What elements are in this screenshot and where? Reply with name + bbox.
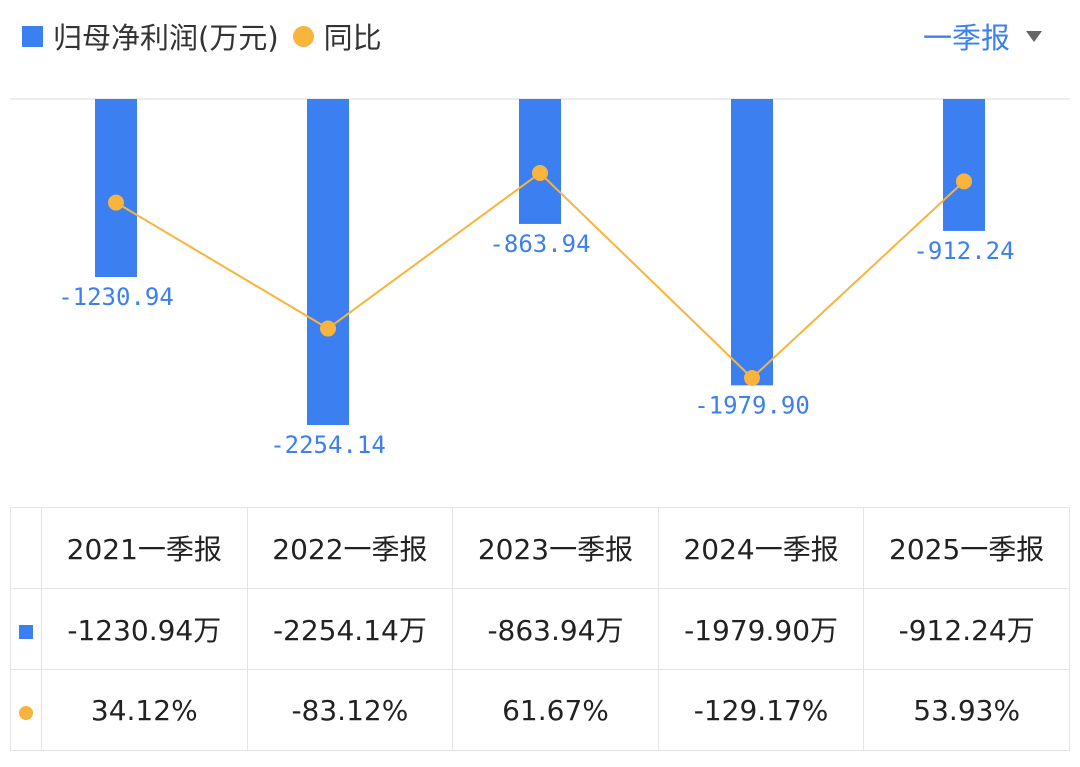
row-marker-cell <box>10 588 42 670</box>
table-header-cell: 2022一季报 <box>246 507 454 589</box>
bar-1 <box>307 99 349 425</box>
bar-value-label: -2254.14 <box>270 431 386 459</box>
bar-value-label: -1979.90 <box>694 391 810 419</box>
yoy-cell: 34.12% <box>41 669 248 751</box>
legend-bar-label: 归母净利润(万元) <box>53 21 279 55</box>
profit-cell: -2254.14万 <box>246 588 454 670</box>
chart-legend: 归母净利润(万元) 同比 <box>22 14 382 58</box>
blue-square-icon <box>22 25 43 47</box>
yoy-cell: -129.17% <box>657 669 865 751</box>
bar-value-label: -863.94 <box>489 230 590 258</box>
data-table: 2021一季报 2022一季报 2023一季报 2024一季报 2025一季报 … <box>10 507 1070 751</box>
profit-cell: -863.94万 <box>452 588 659 670</box>
yoy-point-4 <box>956 173 972 190</box>
bar-3 <box>731 99 773 386</box>
profit-cell: -912.24万 <box>863 588 1070 670</box>
bar-4 <box>943 99 985 231</box>
table-header-cell: 2021一季报 <box>41 507 248 589</box>
yoy-point-1 <box>320 320 336 337</box>
bar-2 <box>519 99 561 224</box>
period-selector[interactable]: 一季报 <box>923 14 1042 58</box>
table-row-profit: -1230.94万 -2254.14万 -863.94万 -1979.90万 -… <box>10 588 1070 670</box>
orange-dot-icon <box>292 25 314 47</box>
bar-value-label: -912.24 <box>913 237 1014 265</box>
legend-line-label: 同比 <box>323 21 382 55</box>
table-header-cell: 2025一季报 <box>863 507 1070 589</box>
table-row-yoy: 34.12% -83.12% 61.67% -129.17% 53.93% <box>10 669 1070 751</box>
table-corner-cell <box>10 507 42 589</box>
bar-0 <box>95 99 137 278</box>
profit-chart: -1230.94 -2254.14 -863.94 -1979.90 -912.24 <box>10 98 1070 459</box>
profit-cell: -1230.94万 <box>41 588 248 670</box>
profit-cell: -1979.90万 <box>657 588 865 670</box>
blue-square-icon <box>19 624 33 639</box>
table-header-cell: 2023一季报 <box>452 507 659 589</box>
yoy-cell: -83.12% <box>246 669 454 751</box>
period-selector-label: 一季报 <box>922 21 1010 55</box>
orange-dot-icon <box>19 705 33 720</box>
table-header-row: 2021一季报 2022一季报 2023一季报 2024一季报 2025一季报 <box>10 507 1070 589</box>
yoy-point-0 <box>108 194 124 211</box>
yoy-cell: 61.67% <box>452 669 659 751</box>
yoy-point-3 <box>744 370 760 386</box>
table-header-cell: 2024一季报 <box>657 507 865 589</box>
caret-down-icon <box>1026 30 1042 42</box>
yoy-point-2 <box>532 165 548 181</box>
bar-value-label: -1230.94 <box>58 283 174 311</box>
yoy-cell: 53.93% <box>863 669 1070 751</box>
row-marker-cell <box>10 669 42 751</box>
